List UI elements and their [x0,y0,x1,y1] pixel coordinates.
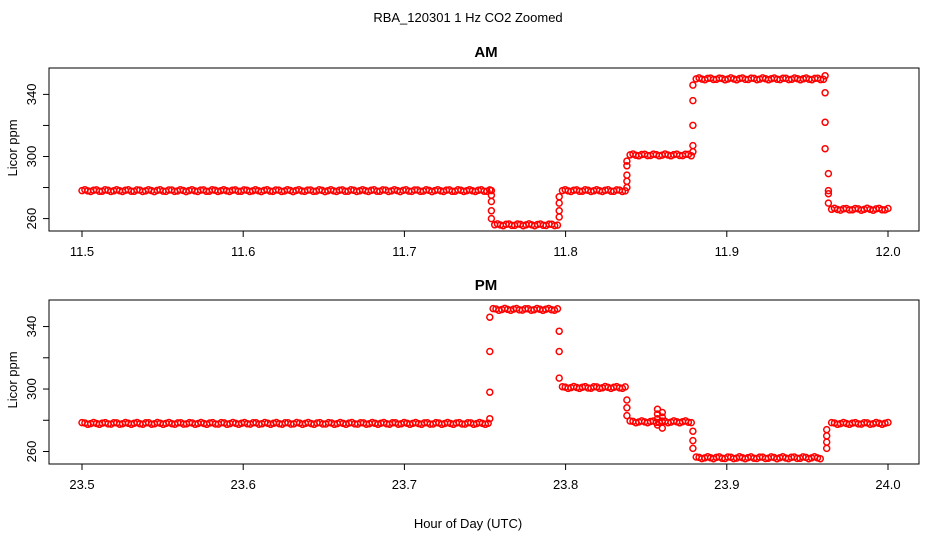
pm-data-point [623,396,631,404]
am-data-point [623,162,631,170]
pm-data-point [623,411,631,420]
pm-data-point [684,418,693,426]
pm-data-point [658,413,667,421]
figure-title: RBA_120301 1 Hz CO2 Zoomed [373,10,562,25]
am-data-point [821,72,829,80]
pm-data-point [687,418,696,427]
pm-data-points [78,304,892,463]
pm-y-tick-label: 340 [24,316,39,338]
pm-data-point [822,432,831,440]
pm-data-point [689,427,697,435]
am-data-point [487,197,496,206]
pm-data-point [621,383,629,391]
am-data-point [821,118,829,127]
pm-data-point [881,419,889,427]
pm-y-axis-label: Licor ppm [5,351,20,408]
am-data-point [884,204,892,213]
pm-x-tick-label: 23.6 [231,477,256,492]
pm-x-tick-label: 23.5 [69,477,94,492]
pm-data-point [555,327,563,335]
am-data-point [824,169,833,178]
am-data-point [824,199,833,207]
am-y-axis-label: Licor ppm [5,119,20,176]
pm-data-point [884,418,892,427]
pm-panel-title: PM [475,277,498,294]
am-y-tick-label: 340 [24,84,39,106]
am-data-point [689,81,697,89]
pm-x-tick-label: 23.9 [714,477,739,492]
am-panel-title: AM [474,44,497,61]
pm-y-tick-label: 300 [24,378,39,400]
am-y-tick-label: 300 [24,146,39,168]
am-data-point [555,207,563,215]
pm-data-point [486,414,494,423]
am-data-point [487,207,496,215]
am-panel: AM Licor ppm 11.5 11.6 11.7 11.8 11.9 12.0 260… [5,44,920,259]
am-data-point [487,186,496,195]
am-data-point [821,89,829,97]
am-x-tick-label: 11.8 [553,244,577,259]
pm-plot-frame [48,299,920,465]
pm-data-point [822,425,831,434]
am-y-tick-label: 260 [24,208,39,230]
am-data-point [487,214,496,223]
pm-data-point [658,424,667,432]
am-data-point [553,221,562,229]
pm-data-point [486,313,494,321]
am-x-tick-label: 11.9 [715,244,739,259]
am-data-point [623,177,631,186]
am-x-tick-label: 11.6 [231,244,255,259]
am-data-points [78,72,892,230]
pm-data-point [658,408,667,417]
pm-data-point [486,388,494,396]
am-plot-frame [48,67,920,232]
am-data-point [555,199,563,207]
am-data-point [689,121,697,130]
pm-data-point [555,374,563,382]
am-data-point [824,186,833,195]
am-x-tick-label: 11.7 [392,244,416,259]
am-data-point [819,75,828,84]
pm-data-point [486,347,494,356]
pm-x-tick-label: 23.8 [553,477,578,492]
pm-data-point [623,404,631,412]
am-data-point [689,96,697,105]
am-x-tick-label: 11.5 [70,244,94,259]
pm-x-tick-label: 24.0 [875,477,900,492]
pm-panel: PM Licor ppm 23.5 23.6 23.7 23.8 23.9 24.0 260… [5,277,920,492]
pm-data-point [689,444,697,453]
am-data-point [689,141,697,150]
pm-data-point [816,454,825,463]
am-data-point [623,157,631,165]
am-data-point [821,144,829,153]
am-x-tick-label: 12.0 [875,244,900,259]
am-data-point [555,193,563,201]
pm-data-point [553,305,562,313]
pm-x-tick-label: 23.7 [392,477,417,492]
pm-data-point [484,419,492,427]
am-data-point [687,152,696,160]
pm-data-point [822,444,831,453]
am-data-point [816,75,825,84]
x-axis-label: Hour of Day (UTC) [414,516,522,531]
pm-data-point [822,438,831,446]
pm-data-point [555,347,563,356]
am-data-point [555,213,563,221]
am-data-point [550,221,559,230]
pm-data-point [689,436,697,445]
am-data-point [623,171,631,179]
pm-y-tick-label: 260 [24,441,39,463]
am-data-point [824,189,833,198]
